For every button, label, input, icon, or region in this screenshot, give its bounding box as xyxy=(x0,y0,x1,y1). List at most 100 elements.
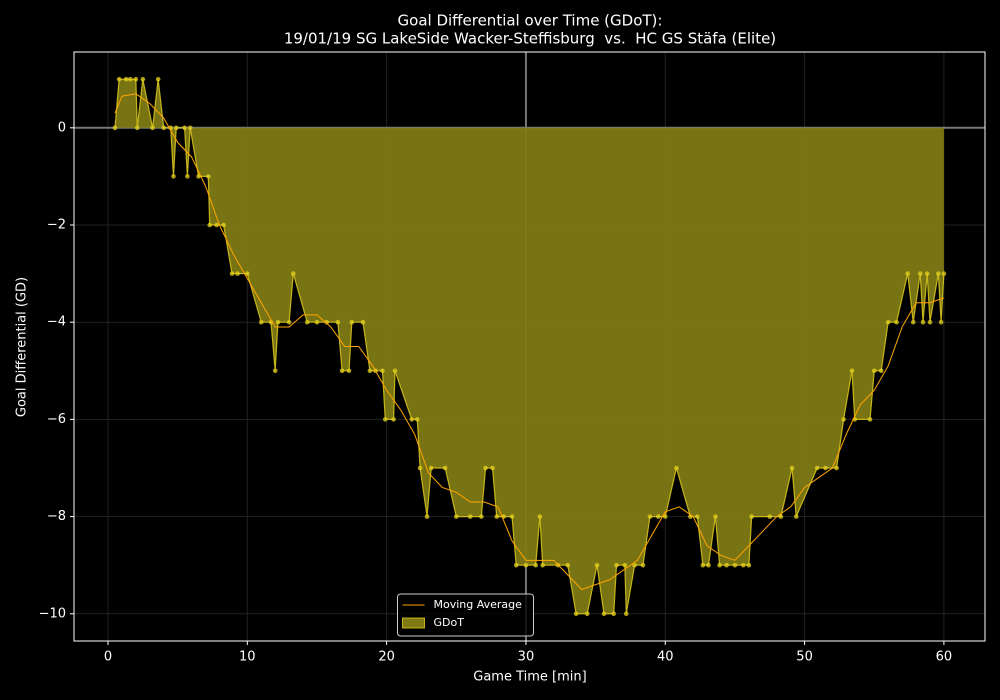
gdot-point xyxy=(614,562,619,568)
legend-label: GDoT xyxy=(434,616,465,629)
gdot-point xyxy=(346,368,352,374)
gdot-point xyxy=(601,611,607,617)
gdot-point xyxy=(467,514,473,519)
gdot-point xyxy=(910,319,916,325)
x-tick-label: 0 xyxy=(104,650,112,665)
gdot-point xyxy=(155,76,161,82)
gdot-point xyxy=(594,562,600,568)
gdot-point xyxy=(453,514,459,519)
gdot-point xyxy=(275,319,281,325)
gdot-point xyxy=(490,465,495,471)
gdot-point xyxy=(367,368,373,374)
y-tick-label: −10 xyxy=(39,606,66,621)
gdot-point xyxy=(920,319,926,325)
gdot-point xyxy=(867,417,873,422)
gdot-point xyxy=(622,562,628,568)
gdot-point xyxy=(749,514,754,519)
gdot-point xyxy=(871,368,877,374)
gdot-point xyxy=(878,368,884,374)
gdot-point xyxy=(700,562,706,568)
gdot-point xyxy=(304,319,310,325)
gdot-point xyxy=(706,562,711,568)
gdot-point xyxy=(409,417,415,422)
gdot-point xyxy=(417,465,423,471)
gdot-point xyxy=(173,125,179,131)
gdot-point xyxy=(740,562,746,568)
gdot-point xyxy=(127,76,133,82)
x-tick-label: 60 xyxy=(936,650,953,665)
gdot-point xyxy=(196,174,201,179)
gdot-point xyxy=(206,174,211,179)
gdot-point xyxy=(133,76,139,82)
gdot-point xyxy=(732,562,738,568)
gdot-point xyxy=(565,562,571,568)
gdot-point xyxy=(392,368,398,374)
gdot-point xyxy=(479,514,484,519)
gdot-point xyxy=(428,465,434,471)
gdot-point xyxy=(924,271,930,276)
gdot-point xyxy=(894,319,899,325)
gdot-point xyxy=(823,465,828,471)
gdot-point xyxy=(185,174,190,179)
gdot-point xyxy=(655,514,661,519)
gdot-point xyxy=(927,319,933,325)
gdot-point xyxy=(573,611,579,617)
gdot-point xyxy=(509,514,515,519)
gdot-point xyxy=(112,125,118,131)
gdot-point xyxy=(849,368,855,374)
y-tick-label: −8 xyxy=(47,509,66,524)
gdot-point xyxy=(391,417,396,422)
gdot-point xyxy=(523,562,529,568)
gdot-point xyxy=(245,271,250,276)
chart-title: Goal Differential over Time (GDoT): xyxy=(398,12,663,30)
gdot-point xyxy=(713,514,718,519)
legend-swatch xyxy=(402,617,425,629)
y-tick-label: −6 xyxy=(47,412,66,427)
gdot-point xyxy=(382,417,388,422)
gdot-point xyxy=(640,562,646,568)
gdot-point xyxy=(349,319,355,325)
gdot-point xyxy=(746,562,752,568)
gdot-point xyxy=(885,319,891,325)
gdot-point xyxy=(917,271,923,276)
gdot-point xyxy=(182,125,187,131)
gdot-point xyxy=(793,514,799,519)
gdot-point xyxy=(936,271,941,276)
y-tick-label: 0 xyxy=(58,120,66,135)
gdot-point xyxy=(286,319,292,325)
gdot-point xyxy=(134,125,140,131)
gdot-point xyxy=(674,465,679,471)
y-axis-label: Goal Differential (GD) xyxy=(15,277,30,417)
gdot-point xyxy=(938,319,944,325)
gdot-point xyxy=(483,465,488,471)
gdot-point xyxy=(695,514,700,519)
moving-average-line xyxy=(114,93,945,591)
chart-subtitle: 19/01/19 SG LakeSide Wacker-Steffisburg … xyxy=(284,30,776,48)
gdot-point xyxy=(584,611,590,617)
gdot-point xyxy=(414,417,420,422)
x-tick-label: 50 xyxy=(796,650,813,665)
gdot-point xyxy=(623,611,629,617)
gdot-point xyxy=(140,76,146,82)
gdot-point xyxy=(841,417,846,422)
gdot-point xyxy=(171,174,176,179)
gdot-point xyxy=(717,562,722,568)
x-tick-label: 20 xyxy=(378,650,395,665)
gdot-point xyxy=(834,465,839,471)
gdot-point xyxy=(360,319,366,325)
x-tick-label: 10 xyxy=(239,650,256,665)
gdot-point xyxy=(941,271,947,276)
gdot-point xyxy=(632,562,637,568)
legend-label: Moving Average xyxy=(434,598,523,611)
plot-frame xyxy=(73,51,986,642)
gdot-point xyxy=(221,222,226,228)
gdot-point xyxy=(905,271,910,276)
gdot-point xyxy=(335,319,341,325)
gdot-point xyxy=(533,562,538,568)
gdot-point xyxy=(767,514,773,519)
gdot-point xyxy=(424,514,430,519)
gdot-point xyxy=(187,125,193,131)
gdot-point xyxy=(380,368,385,374)
gdot-point xyxy=(324,319,330,325)
